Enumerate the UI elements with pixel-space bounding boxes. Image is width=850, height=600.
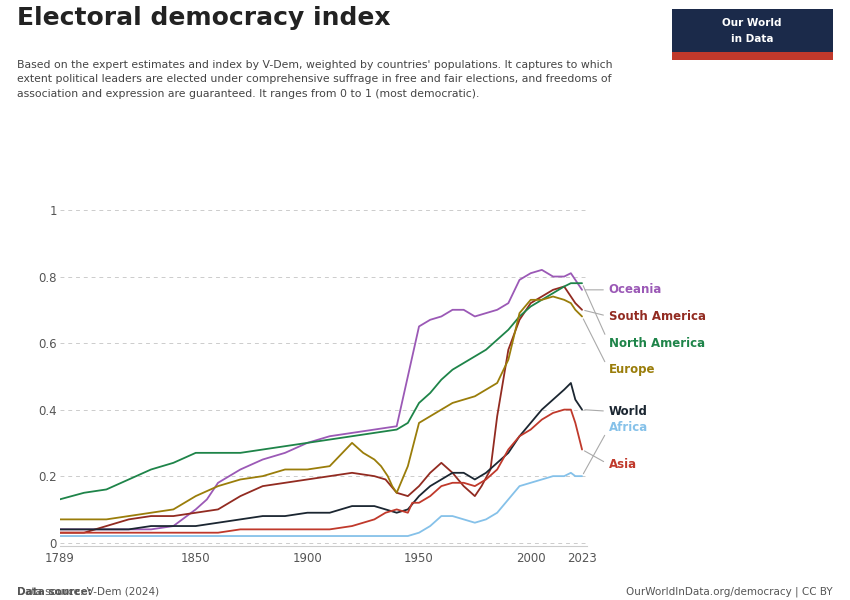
Text: South America: South America xyxy=(585,310,706,323)
Bar xyxy=(672,52,833,60)
Text: Data source: V-Dem (2024): Data source: V-Dem (2024) xyxy=(17,587,159,597)
Text: World: World xyxy=(585,405,648,418)
Text: Asia: Asia xyxy=(585,451,637,471)
Text: in Data: in Data xyxy=(731,34,774,44)
Text: Europe: Europe xyxy=(583,319,655,376)
Text: OurWorldInData.org/democracy | CC BY: OurWorldInData.org/democracy | CC BY xyxy=(626,587,833,597)
Text: Africa: Africa xyxy=(583,421,648,474)
Text: Data source:: Data source: xyxy=(17,587,92,597)
Text: Our World: Our World xyxy=(722,18,782,28)
Text: Electoral democracy index: Electoral democracy index xyxy=(17,6,390,30)
Text: Oceania: Oceania xyxy=(585,283,662,296)
Text: Based on the expert estimates and index by V-Dem, weighted by countries' populat: Based on the expert estimates and index … xyxy=(17,60,613,99)
Text: North America: North America xyxy=(583,286,705,350)
